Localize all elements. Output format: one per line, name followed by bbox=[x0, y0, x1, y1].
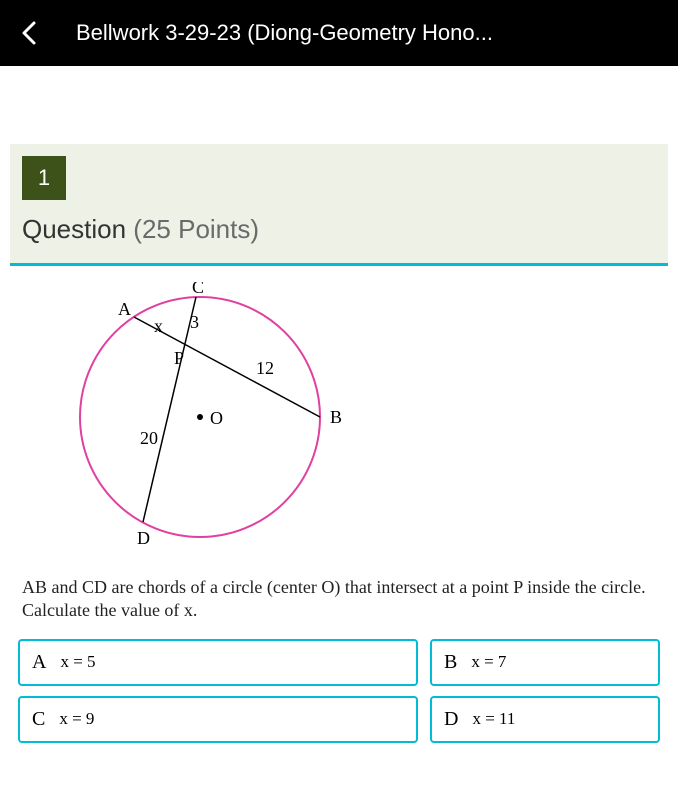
question-prompt: AB and CD are chords of a circle (center… bbox=[10, 576, 668, 633]
page-title: Bellwork 3-29-23 (Diong-Geometry Hono... bbox=[76, 20, 493, 46]
answer-text: x = 11 bbox=[472, 709, 515, 729]
question-heading: Question (25 Points) bbox=[22, 214, 656, 245]
geometry-diagram: O A B C D Px 3 12 20 bbox=[10, 266, 668, 576]
question-number-badge: 1 bbox=[22, 156, 66, 200]
answer-letter: B bbox=[444, 651, 457, 674]
answer-choice-c[interactable]: C x = 9 bbox=[18, 696, 418, 743]
svg-text:20: 20 bbox=[140, 428, 158, 448]
svg-text:A: A bbox=[118, 299, 131, 319]
answer-choices: A x = 5 B x = 7 C x = 9 D x = 11 bbox=[10, 633, 668, 743]
answer-choice-d[interactable]: D x = 11 bbox=[430, 696, 660, 743]
svg-text:3: 3 bbox=[190, 312, 199, 332]
svg-text:C: C bbox=[192, 282, 204, 297]
answer-letter: A bbox=[32, 651, 46, 674]
answer-letter: C bbox=[32, 708, 45, 731]
chevron-left-icon bbox=[20, 19, 40, 47]
prompt-line-1: AB and CD are chords of a circle (center… bbox=[22, 576, 656, 599]
svg-text:x: x bbox=[154, 316, 163, 336]
svg-text:O: O bbox=[210, 408, 223, 428]
svg-text:P: P bbox=[174, 348, 184, 368]
svg-text:B: B bbox=[330, 407, 342, 427]
svg-text:D: D bbox=[137, 528, 150, 548]
svg-text:12: 12 bbox=[256, 358, 274, 378]
answer-choice-a[interactable]: A x = 5 bbox=[18, 639, 418, 686]
app-header: Bellwork 3-29-23 (Diong-Geometry Hono... bbox=[0, 0, 678, 66]
answer-text: x = 9 bbox=[59, 709, 94, 729]
question-number: 1 bbox=[38, 165, 50, 191]
diagram-svg: O A B C D Px 3 12 20 bbox=[60, 282, 380, 562]
back-button[interactable] bbox=[16, 19, 44, 47]
answer-letter: D bbox=[444, 708, 458, 731]
question-heading-prefix: Question bbox=[22, 214, 133, 244]
question-content-panel: O A B C D Px 3 12 20 AB and CD are chords of a c… bbox=[10, 263, 668, 743]
question-points: (25 Points) bbox=[133, 214, 259, 244]
prompt-line-2: Calculate the value of x. bbox=[22, 599, 656, 622]
answer-text: x = 7 bbox=[471, 652, 506, 672]
answer-text: x = 5 bbox=[60, 652, 95, 672]
question-header-block: 1 Question (25 Points) bbox=[10, 144, 668, 263]
answer-choice-b[interactable]: B x = 7 bbox=[430, 639, 660, 686]
